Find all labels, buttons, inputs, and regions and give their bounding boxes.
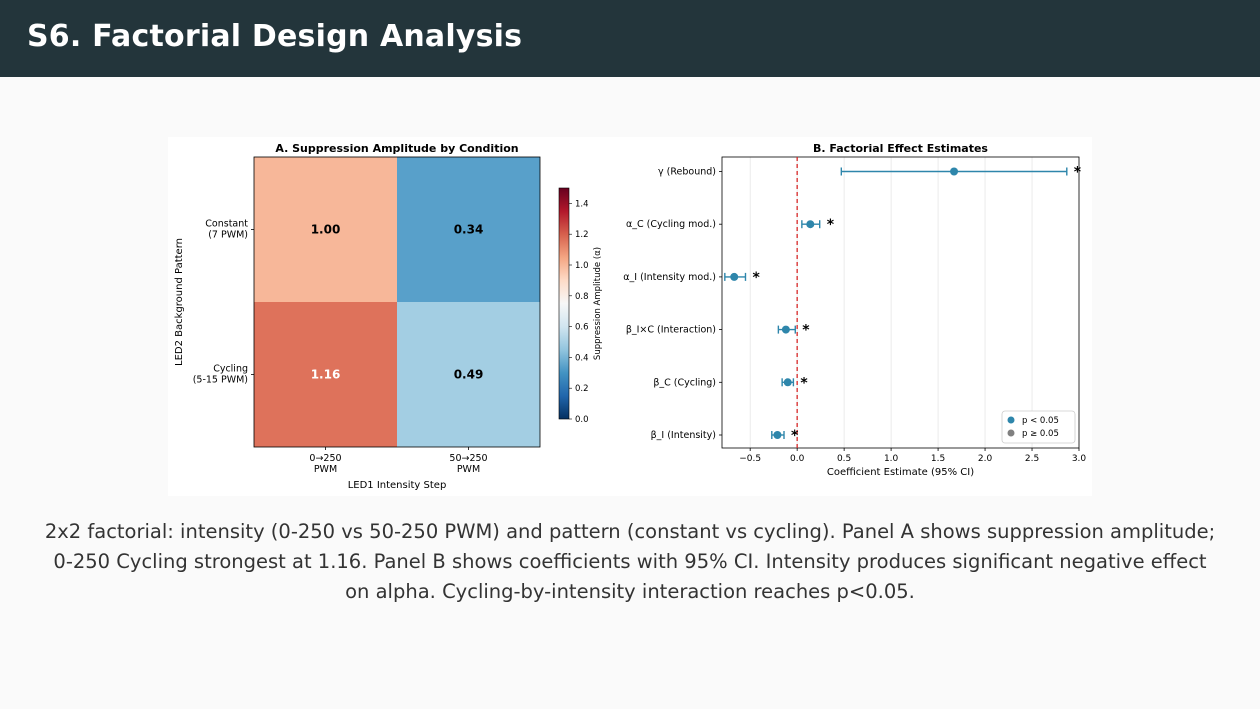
forest-ytick-label: β_I×C (Interaction) bbox=[626, 325, 716, 336]
slide-title: S6. Factorial Design Analysis bbox=[27, 19, 523, 54]
forest-ytick-label: β_C (Cycling) bbox=[653, 377, 716, 388]
colorbar-tick-label: 0.6 bbox=[575, 323, 589, 333]
legend-marker bbox=[1007, 429, 1015, 437]
heatmap-panel: A. Suppression Amplitude by Condition 1.0… bbox=[174, 142, 603, 491]
figure-svg: A. Suppression Amplitude by Condition 1.0… bbox=[174, 142, 1086, 491]
forest-xtick-label: 1.0 bbox=[884, 454, 899, 464]
heatmap-cell-label: 1.16 bbox=[311, 368, 341, 382]
slide-caption: 2x2 factorial: intensity (0-250 vs 50-25… bbox=[44, 520, 1216, 603]
colorbar-label: Suppression Amplitude (α) bbox=[593, 247, 603, 360]
heatmap-cell bbox=[254, 302, 397, 447]
forest-xtick-label: 1.5 bbox=[931, 454, 945, 464]
colorbar-tick-label: 1.0 bbox=[575, 261, 589, 271]
heatmap-ylabel: LED2 Background Pattern bbox=[174, 238, 185, 366]
forest-xtick-label: −0.5 bbox=[739, 454, 761, 464]
colorbar-tick-label: 0.4 bbox=[575, 353, 589, 363]
forest-ytick-label: α_I (Intensity mod.) bbox=[623, 272, 716, 283]
forest-ytick-label: γ (Rebound) bbox=[658, 167, 716, 178]
forest-plot-panel: B. Factorial Effect Estimates −0.5 0.0 0.5 1… bbox=[623, 142, 1086, 478]
heatmap-frame bbox=[253, 156, 541, 448]
significance-marker: * bbox=[802, 323, 810, 339]
forest-xtick-label: 3.0 bbox=[1072, 454, 1087, 464]
slide-header: S6. Factorial Design Analysis bbox=[0, 0, 1260, 77]
estimate-point bbox=[781, 325, 790, 334]
figure-panel: A. Suppression Amplitude by Condition 1.0… bbox=[168, 137, 1092, 496]
estimate-point bbox=[806, 220, 815, 229]
significance-marker: * bbox=[791, 428, 799, 444]
heatmap-xtick-label: 50→250 PWM bbox=[449, 453, 487, 475]
forest-xtick-label: 2.5 bbox=[1025, 454, 1039, 464]
forest-ytick-label: β_I (Intensity) bbox=[651, 430, 716, 441]
forest-xtick-label: 0.5 bbox=[837, 454, 851, 464]
estimate-point bbox=[773, 431, 782, 439]
legend-marker bbox=[1007, 416, 1015, 424]
significance-marker: * bbox=[752, 270, 760, 286]
legend-box bbox=[1001, 410, 1076, 444]
colorbar-tick-label: 0.8 bbox=[575, 292, 589, 302]
forest-xlabel: Coefficient Estimate (95% CI) bbox=[827, 467, 974, 478]
significance-marker: * bbox=[800, 375, 808, 391]
significance-marker: * bbox=[1074, 165, 1082, 181]
heatmap-xlabel: LED1 Intensity Step bbox=[348, 480, 447, 491]
colorbar bbox=[558, 187, 570, 420]
colorbar-tick-label: 0.2 bbox=[575, 384, 589, 394]
heatmap-cell bbox=[254, 157, 397, 302]
heatmap-ytick-label: Constant (7 PWM) bbox=[205, 219, 248, 241]
forest-title: B. Factorial Effect Estimates bbox=[813, 142, 988, 155]
colorbar-tick-label: 0.0 bbox=[575, 415, 589, 425]
heatmap-xtick-label: 0→250 PWM bbox=[309, 453, 341, 475]
heatmap-cell-label: 1.00 bbox=[311, 223, 341, 237]
legend-label: p ≥ 0.05 bbox=[1022, 429, 1059, 439]
forest-frame bbox=[721, 156, 1080, 449]
estimate-point bbox=[950, 167, 959, 176]
colorbar-tick-label: 1.2 bbox=[575, 230, 589, 240]
forest-xtick-label: 2.0 bbox=[978, 454, 993, 464]
significance-marker: * bbox=[827, 217, 835, 233]
heatmap-cell bbox=[397, 302, 540, 447]
legend-label: p < 0.05 bbox=[1022, 416, 1059, 426]
heatmap-cell-label: 0.49 bbox=[454, 368, 484, 382]
heatmap-ytick-label: Cycling (5-15 PWM) bbox=[193, 364, 248, 386]
heatmap-cell bbox=[397, 157, 540, 302]
estimate-point bbox=[730, 272, 739, 281]
estimate-point bbox=[783, 378, 792, 387]
heatmap-title: A. Suppression Amplitude by Condition bbox=[275, 142, 518, 155]
forest-ytick-label: α_C (Cycling mod.) bbox=[626, 219, 716, 230]
colorbar-tick-label: 1.4 bbox=[575, 199, 589, 209]
heatmap-cell-label: 0.34 bbox=[454, 223, 484, 237]
forest-xtick-label: 0.0 bbox=[790, 454, 805, 464]
